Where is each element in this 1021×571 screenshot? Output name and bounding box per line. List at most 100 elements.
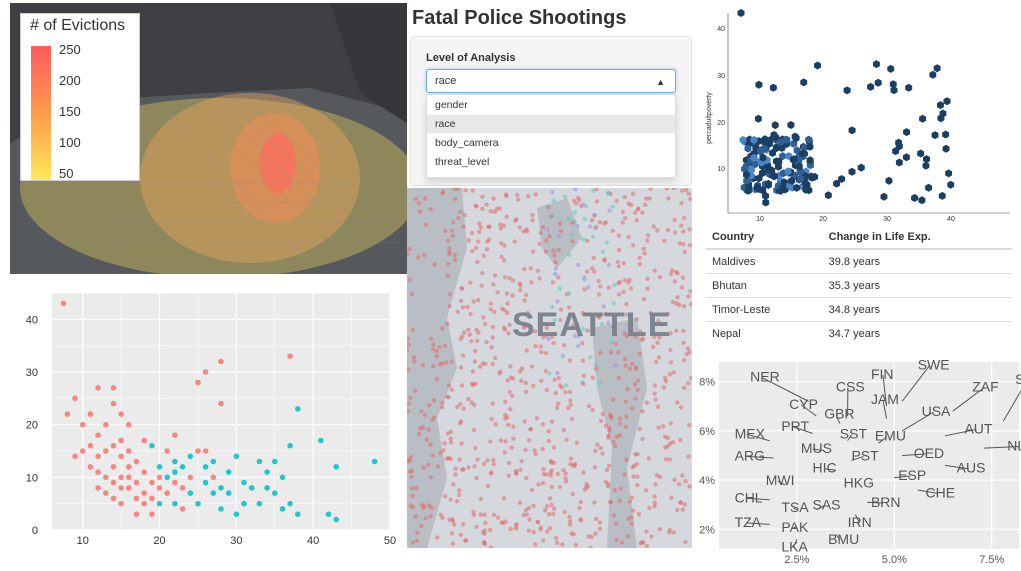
map-dot — [677, 241, 682, 246]
data-point — [179, 464, 186, 470]
map-dot — [582, 487, 588, 492]
map-dot — [429, 505, 434, 510]
map-dot — [668, 421, 673, 426]
map-dot — [540, 422, 545, 427]
map-dot — [521, 325, 527, 330]
data-point — [149, 442, 155, 449]
map-dot — [672, 279, 678, 284]
country-label: MUS — [801, 440, 832, 456]
map-dot — [612, 282, 617, 288]
map-dot — [480, 206, 485, 211]
hexbin-cell — [911, 194, 919, 202]
legend-color-ramp — [31, 46, 51, 180]
map-dot — [466, 396, 471, 402]
map-dot — [624, 414, 629, 419]
column-header-country[interactable]: Country — [706, 226, 823, 250]
map-dot — [590, 326, 596, 332]
map-dot — [571, 198, 577, 204]
country-label: PAK — [781, 519, 809, 535]
map-dot — [665, 444, 670, 449]
evictions-map[interactable]: # of Evictions 250 200 150 100 50 — [10, 3, 407, 274]
data-point — [195, 448, 201, 454]
hexbin-cell — [744, 144, 752, 153]
map-dot — [555, 401, 561, 406]
map-dot — [455, 404, 460, 410]
map-dot — [516, 197, 521, 202]
map-dot — [682, 249, 687, 255]
map-dot — [481, 253, 486, 258]
country-label: FIN — [871, 366, 894, 382]
map-dot — [447, 246, 452, 251]
data-point — [133, 511, 140, 517]
map-dot — [685, 381, 691, 386]
map-dot — [488, 301, 494, 306]
map-dot — [602, 257, 607, 262]
app-title: Fatal Police Shootings — [412, 7, 627, 29]
hexbin-cell — [759, 153, 767, 162]
label-plot-canvas: 2.5% 5.0% 7.5% 2% 4% 6% 8% NER FIN SWE CSS SWZ ZAF CY… — [699, 360, 1021, 566]
map-dot — [606, 285, 611, 290]
map-dot — [567, 305, 572, 310]
data-point — [149, 479, 155, 486]
map-dot — [645, 286, 650, 291]
map-dot — [681, 340, 686, 345]
option-race[interactable]: race — [427, 115, 675, 133]
map-dot — [563, 471, 568, 476]
map-dot — [423, 516, 428, 521]
map-dot — [529, 280, 534, 285]
map-dot — [549, 502, 554, 508]
option-threat-level[interactable]: threat_level — [435, 156, 490, 168]
map-dot — [508, 407, 513, 412]
data-point — [333, 516, 340, 523]
map-dot — [549, 460, 554, 465]
map-dot — [578, 499, 583, 505]
hexbin-cell — [833, 179, 841, 188]
hexbin-cell — [806, 156, 814, 165]
map-dot — [627, 499, 633, 504]
column-header-change[interactable]: Change in Life Exp. — [822, 226, 1012, 250]
map-dot — [623, 424, 628, 429]
map-dot — [611, 324, 616, 330]
map-dot — [523, 380, 528, 386]
map-dot — [652, 334, 657, 340]
map-dot — [419, 409, 424, 414]
map-dot — [499, 254, 504, 260]
map-dot — [504, 214, 509, 219]
option-gender[interactable]: gender — [435, 99, 468, 111]
map-dot — [640, 210, 645, 215]
data-point — [272, 458, 278, 465]
seattle-map[interactable]: SEATTLE — [407, 188, 692, 548]
level-of-analysis-select[interactable]: race ▲ — [426, 69, 676, 93]
map-dot — [680, 275, 686, 280]
map-dot — [639, 540, 645, 545]
map-dot — [672, 230, 678, 235]
data-point — [149, 495, 155, 502]
map-dot — [466, 327, 471, 332]
country-label: GBR — [824, 406, 854, 422]
data-point — [325, 511, 332, 517]
country-label: ZAF — [972, 379, 998, 395]
hexbin-cell — [857, 163, 865, 172]
map-dot — [573, 542, 579, 548]
table-cell: Timor-Leste — [706, 297, 823, 322]
map-dot — [428, 514, 433, 519]
hexbin-cell — [771, 172, 778, 181]
map-dot — [450, 519, 456, 524]
data-point — [133, 458, 140, 465]
map-dot — [431, 398, 437, 403]
map-dot — [531, 529, 536, 535]
data-point — [103, 474, 109, 481]
map-dot — [558, 307, 564, 312]
hexbin-cell — [791, 132, 799, 141]
y-tick-label: 0 — [32, 525, 38, 537]
map-dot — [552, 253, 557, 258]
map-dot — [535, 268, 540, 273]
option-body-camera[interactable]: body_camera — [435, 137, 499, 149]
map-dot — [430, 453, 436, 458]
data-point — [287, 500, 293, 507]
country-label: OED — [914, 445, 944, 461]
map-dot — [569, 416, 575, 422]
map-dot — [685, 346, 691, 351]
map-dot — [541, 480, 546, 486]
map-dot — [680, 507, 686, 512]
